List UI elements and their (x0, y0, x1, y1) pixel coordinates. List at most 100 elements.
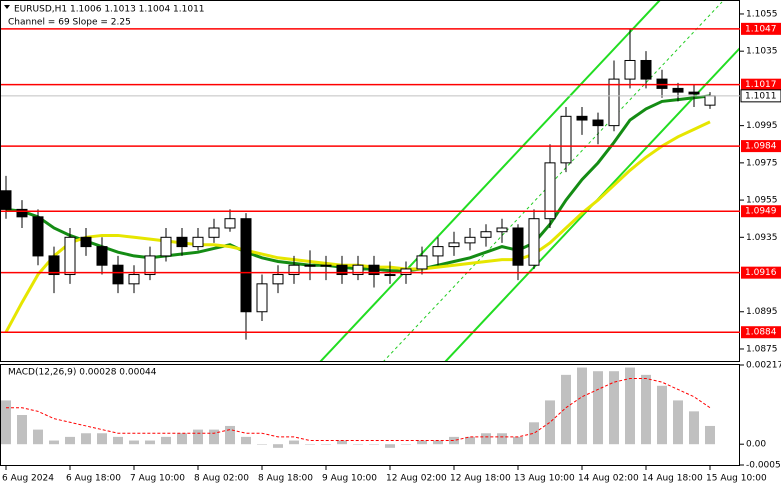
candle-body (688, 91, 700, 95)
x-tick-label: 14 Aug 02:00 (578, 474, 639, 484)
candle-body (704, 95, 716, 106)
macd-bar (113, 436, 123, 445)
macd-bar (577, 367, 587, 445)
macd-bar (657, 385, 667, 445)
level-label: 1.1047 (745, 24, 777, 34)
level-label: 1.0884 (745, 328, 777, 338)
candle-body (592, 119, 604, 127)
macd-bar (33, 429, 43, 445)
macd-bar (145, 440, 155, 445)
last-price-box (740, 89, 781, 103)
x-tick-label: 14 Aug 18:00 (642, 474, 703, 484)
macd-bar (97, 433, 107, 445)
x-tick-label: 12 Aug 02:00 (386, 474, 447, 484)
macd-bar (321, 444, 331, 445)
macd-bar (305, 444, 315, 445)
macd-bar (513, 436, 523, 445)
macd-bar (673, 400, 683, 445)
macd-bar (129, 440, 139, 445)
candle-body (608, 78, 620, 127)
candle-body (128, 274, 140, 285)
candle-body (80, 236, 92, 248)
candle-body (448, 242, 460, 248)
x-tick-label: 6 Aug 18:00 (66, 474, 121, 484)
y-tick-label: -0.00057 (746, 461, 781, 471)
candle-body (0, 190, 12, 210)
macd-bar (49, 440, 59, 445)
candle-body (304, 264, 316, 267)
candle-body (224, 218, 236, 229)
macd-bar (561, 374, 571, 445)
candle-body (528, 218, 540, 266)
macd-bar (465, 436, 475, 445)
level-label-box (741, 22, 781, 35)
candle-body (352, 264, 364, 276)
candle-body (416, 255, 428, 270)
candle-body (384, 274, 396, 277)
macd-bar (401, 444, 411, 445)
candle-body (640, 59, 652, 80)
macd-bar (545, 400, 555, 445)
level-label-box (741, 140, 781, 153)
candle-body (160, 236, 172, 257)
macd-bar (385, 444, 395, 448)
macd-bar (705, 425, 715, 445)
x-tick-label: 8 Aug 18:00 (258, 474, 313, 484)
level-label-box (741, 266, 781, 279)
y-tick-label: 1.0995 (746, 121, 778, 131)
candle-body (512, 227, 524, 266)
macd-bar (433, 440, 443, 445)
chart-subtitle: Channel = 69 Slope = 2.25 (8, 18, 131, 28)
macd-bar (273, 444, 283, 448)
x-tick-label: 8 Aug 02:00 (194, 474, 249, 484)
macd-bar (353, 444, 363, 445)
candle-body (16, 208, 28, 218)
candle-body (480, 231, 492, 238)
macd-title: MACD(12,26,9) 0.00028 0.00044 (8, 368, 157, 378)
x-tick-label: 7 Aug 10:00 (130, 474, 185, 484)
level-label: 1.0984 (745, 142, 777, 152)
macd-bar (625, 367, 635, 445)
y-tick-label: 0.00 (746, 440, 766, 450)
macd-bar (369, 444, 379, 445)
last-price-label: 1.1011 (745, 91, 777, 101)
candle-body (240, 218, 252, 313)
candle-body (48, 255, 60, 276)
y-tick-label: 1.0955 (746, 196, 778, 206)
y-tick-label: 1.0875 (746, 344, 778, 354)
macd-bar (17, 415, 27, 445)
candle-body (432, 246, 444, 257)
candle-body (112, 264, 124, 285)
title-arrow (4, 5, 10, 9)
level-label: 1.1017 (745, 80, 777, 90)
candle-body (192, 236, 204, 248)
macd-bar (241, 436, 251, 445)
macd-bar (1, 400, 11, 445)
channel-upper (319, 1, 661, 361)
candle-body (464, 236, 476, 244)
candle-body (544, 162, 556, 220)
macd-bar (609, 371, 619, 445)
plot (0, 28, 716, 340)
macd-bar (177, 433, 187, 445)
x-tick-label: 9 Aug 10:00 (322, 474, 377, 484)
chart-title: EURUSD,H1 1.1006 1.1013 1.1004 1.1011 (14, 5, 205, 15)
macd-bar (337, 440, 347, 445)
candle-body (400, 268, 412, 276)
candle-body (496, 227, 508, 233)
x-tick-label: 12 Aug 18:00 (450, 474, 511, 484)
macd-bar (257, 444, 267, 445)
macd-signal (6, 378, 711, 442)
y-tick-label: 1.0935 (746, 233, 778, 243)
candle-body (32, 216, 44, 257)
macd-bar (641, 374, 651, 445)
macd-bar (481, 433, 491, 445)
candle-body (96, 246, 108, 266)
candle-body (656, 78, 668, 89)
candle-body (576, 115, 588, 121)
candle-body (256, 283, 268, 313)
y-tick-label: 1.0895 (746, 307, 778, 317)
macd-bar (529, 422, 539, 445)
x-tick-label: 6 Aug 2024 (2, 474, 54, 484)
